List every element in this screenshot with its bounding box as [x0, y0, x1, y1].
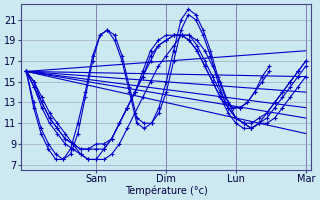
- X-axis label: Température (°c): Température (°c): [125, 185, 207, 196]
